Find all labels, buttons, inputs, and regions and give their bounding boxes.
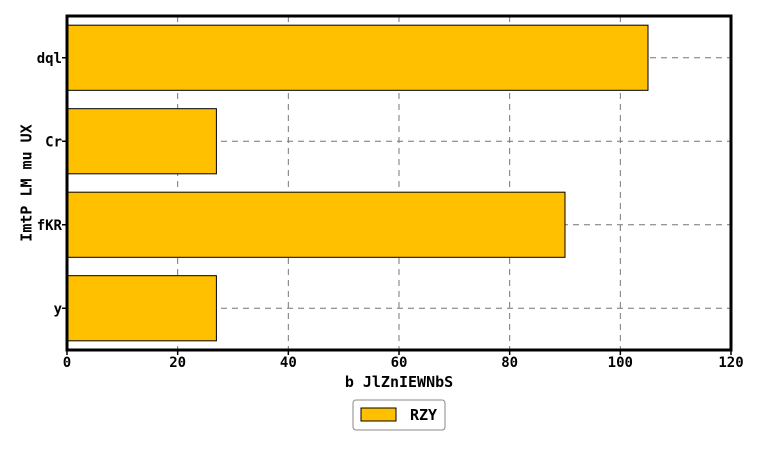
y-tick-label: fKR [37, 218, 63, 234]
x-axis-ticks: 0 20 40 60 80 100 120 [63, 350, 744, 371]
bars [67, 25, 648, 341]
x-axis-title: b JlZnIEWNbS [345, 373, 453, 391]
x-tick-label: 80 [501, 355, 518, 371]
legend: RZY [353, 400, 445, 430]
bar-fKR [67, 192, 565, 257]
x-tick-label: 20 [169, 355, 186, 371]
x-tick-label: 60 [391, 355, 408, 371]
y-axis-ticks: dql Cr fKR y [37, 51, 67, 318]
bar-Cr [67, 109, 216, 174]
y-tick-label: y [54, 301, 63, 317]
y-tick-label: dql [37, 51, 62, 67]
x-tick-label: 40 [280, 355, 297, 371]
bar-y [67, 276, 216, 341]
x-tick-label: 0 [63, 355, 71, 371]
legend-label: RZY [410, 406, 437, 424]
y-tick-label: Cr [45, 134, 62, 150]
bar-dql [67, 25, 648, 90]
x-tick-label: 100 [608, 355, 633, 371]
y-axis-title: ImtP LM mu UX [18, 124, 36, 241]
x-tick-label: 120 [718, 355, 743, 371]
legend-swatch [361, 408, 396, 421]
